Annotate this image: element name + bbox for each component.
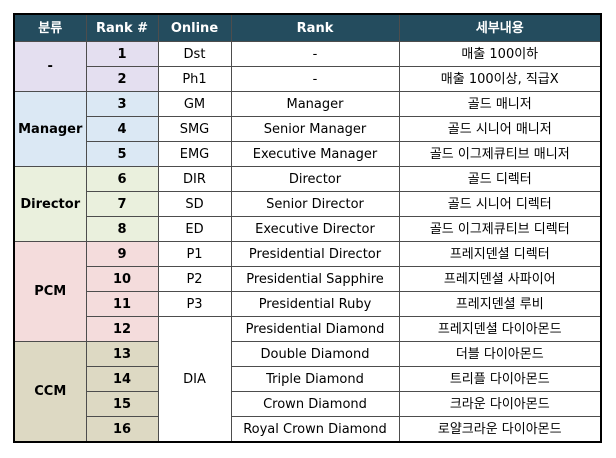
- online-cell: SD: [157, 191, 232, 217]
- rank-cell: Executive Director: [230, 216, 400, 242]
- online-cell: P2: [157, 266, 232, 292]
- table-row: 8 ED Executive Director 골드 이그제큐티브 디렉터: [14, 216, 602, 242]
- detail-cell: 더블 다이아몬드: [398, 341, 602, 367]
- header-detail: 세부내용: [398, 13, 602, 42]
- online-cell: P1: [157, 241, 232, 267]
- table-row: 2 Ph1 - 매출 100이상, 직급X: [14, 66, 602, 92]
- online-cell: P3: [157, 291, 232, 317]
- table-row: PCM 9 P1 Presidential Director 프레지덴셜 디렉터: [13, 241, 602, 342]
- rank-cell: Double Diamond: [230, 341, 400, 367]
- online-cell: Dst: [157, 41, 232, 67]
- table-row: 12 DIA Presidential Diamond 프레지덴셜 다이아몬드: [14, 316, 602, 443]
- rank-cell: -: [230, 66, 400, 92]
- group-cell-pcm: PCM: [13, 241, 87, 342]
- rank-cell: Presidential Director: [230, 241, 400, 267]
- group-cell-dash: -: [13, 41, 87, 92]
- detail-cell: 골드 시니어 매니저: [398, 116, 602, 142]
- group-cell-manager: Manager: [13, 91, 87, 167]
- table-row: 15 Crown Diamond 크라운 다이아몬드: [14, 391, 602, 417]
- rank-cell: Presidential Ruby: [230, 291, 400, 317]
- header-online: Online: [157, 13, 232, 42]
- table-row: Manager 3 GM Manager 골드 매니저: [13, 91, 602, 167]
- rank-cell: -: [230, 41, 400, 67]
- detail-cell: 골드 디렉터: [398, 166, 602, 192]
- rank-cell: Royal Crown Diamond: [230, 416, 400, 443]
- table-row: - 1 Dst - 매출 100이하: [13, 41, 602, 92]
- rank-cell: Manager: [230, 91, 400, 117]
- rank-cell: Crown Diamond: [230, 391, 400, 417]
- detail-cell: 골드 이그제큐티브 디렉터: [398, 216, 602, 242]
- header-group: 분류: [13, 13, 87, 42]
- detail-cell: 프레지덴셜 디렉터: [398, 241, 602, 267]
- online-cell-dia: DIA: [157, 316, 232, 443]
- detail-cell: 트리플 다이아몬드: [398, 366, 602, 392]
- rank-number-cell: 2: [85, 66, 159, 92]
- rank-number-cell: 9: [85, 241, 159, 267]
- detail-cell: 골드 이그제큐티브 매니저: [398, 141, 602, 167]
- online-cell: DIR: [157, 166, 232, 192]
- table-row: Director 6 DIR Director 골드 디렉터: [13, 166, 602, 242]
- online-cell: Ph1: [157, 66, 232, 92]
- table-row: 4 SMG Senior Manager 골드 시니어 매니저: [14, 116, 602, 142]
- header-rank-number: Rank #: [85, 13, 159, 42]
- rank-cell: Senior Director: [230, 191, 400, 217]
- online-cell: GM: [157, 91, 232, 117]
- table-row: 10 P2 Presidential Sapphire 프레지덴셜 사파이어: [14, 266, 602, 292]
- detail-cell: 매출 100이하: [398, 41, 602, 67]
- rank-number-cell: 14: [85, 366, 159, 392]
- rank-number-cell: 4: [85, 116, 159, 142]
- rank-number-cell: 12: [85, 316, 159, 342]
- table-row: 14 Triple Diamond 트리플 다이아몬드: [14, 366, 602, 392]
- detail-cell: 로얄크라운 다이아몬드: [398, 416, 602, 443]
- rank-number-cell: 6: [85, 166, 159, 192]
- online-cell: ED: [157, 216, 232, 242]
- table-row: 11 P3 Presidential Ruby 프레지덴셜 루비: [14, 291, 602, 317]
- table-row: 16 Royal Crown Diamond 로얄크라운 다이아몬드: [14, 416, 602, 443]
- rank-number-cell: 7: [85, 191, 159, 217]
- rank-cell: Executive Manager: [230, 141, 400, 167]
- group-cell-director: Director: [13, 166, 87, 242]
- rank-number-cell: 8: [85, 216, 159, 242]
- detail-cell: 프레지덴셜 사파이어: [398, 266, 602, 292]
- header-rank: Rank: [230, 13, 400, 42]
- rank-number-cell: 3: [85, 91, 159, 117]
- online-cell: SMG: [157, 116, 232, 142]
- rank-number-cell: 5: [85, 141, 159, 167]
- detail-cell: 골드 매니저: [398, 91, 602, 117]
- rank-cell: Director: [230, 166, 400, 192]
- rank-number-cell: 10: [85, 266, 159, 292]
- table-row: 5 EMG Executive Manager 골드 이그제큐티브 매니저: [14, 141, 602, 167]
- rank-cell: Presidential Sapphire: [230, 266, 400, 292]
- rank-number-cell: 11: [85, 291, 159, 317]
- detail-cell: 프레지덴셜 다이아몬드: [398, 316, 602, 342]
- header-row: 분류 Rank # Online Rank 세부내용: [13, 13, 602, 42]
- table-row: CCM 13 Double Diamond 더블 다이아몬드: [13, 341, 602, 443]
- rank-cell: Senior Manager: [230, 116, 400, 142]
- rank-number-cell: 16: [85, 416, 159, 443]
- group-cell-ccm: CCM: [13, 341, 87, 443]
- rank-cell: Presidential Diamond: [230, 316, 400, 342]
- online-cell: EMG: [157, 141, 232, 167]
- detail-cell: 크라운 다이아몬드: [398, 391, 602, 417]
- rank-number-cell: 1: [85, 41, 159, 67]
- rank-table-container: 분류 Rank # Online Rank 세부내용 - 1 Dst - 매출 …: [13, 13, 602, 443]
- detail-cell: 골드 시니어 디렉터: [398, 191, 602, 217]
- table-row: 7 SD Senior Director 골드 시니어 디렉터: [14, 191, 602, 217]
- detail-cell: 프레지덴셜 루비: [398, 291, 602, 317]
- rank-table: 분류 Rank # Online Rank 세부내용 - 1 Dst - 매출 …: [13, 13, 602, 443]
- rank-number-cell: 15: [85, 391, 159, 417]
- rank-number-cell: 13: [85, 341, 159, 367]
- detail-cell: 매출 100이상, 직급X: [398, 66, 602, 92]
- rank-cell: Triple Diamond: [230, 366, 400, 392]
